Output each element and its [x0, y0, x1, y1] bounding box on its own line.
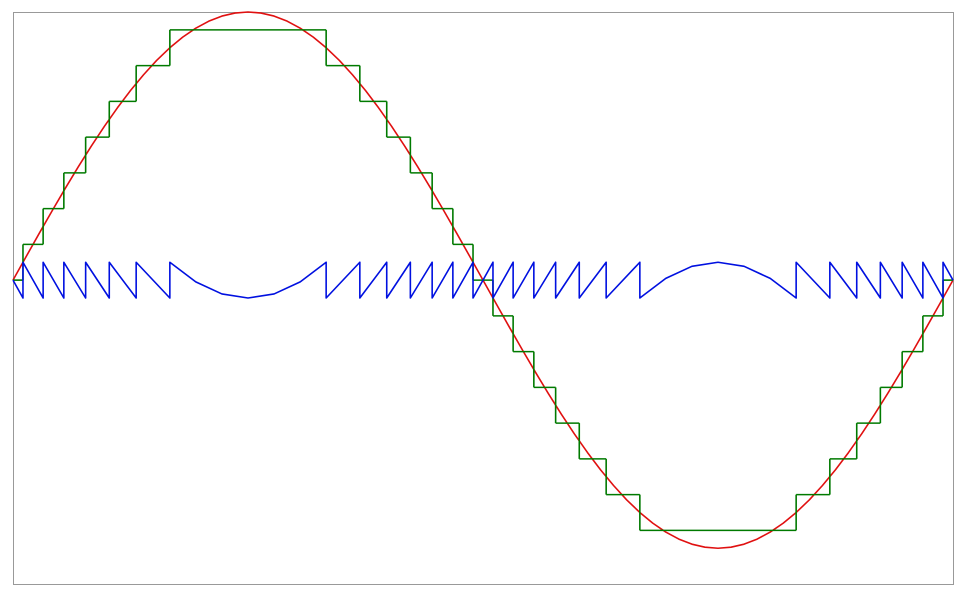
series-line [12, 261, 954, 299]
plot-frame [13, 12, 954, 585]
